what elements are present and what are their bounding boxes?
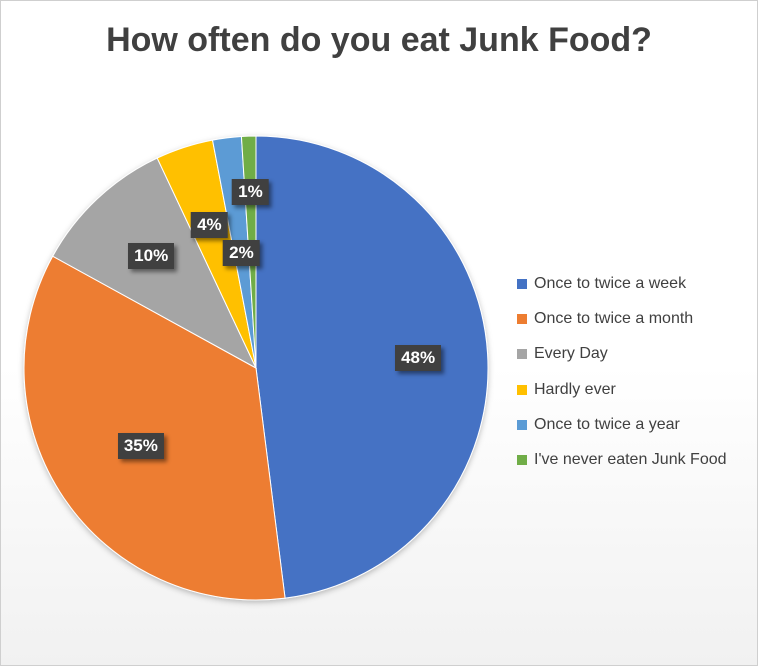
data-label-once-to-twice-a-week: 48% xyxy=(395,344,442,371)
legend-item-hardly-ever: Hardly ever xyxy=(517,372,727,407)
pie-slice-once-to-twice-a-week xyxy=(255,135,489,599)
data-label-once-to-twice-a-month: 35% xyxy=(117,433,164,460)
legend-swatch xyxy=(517,313,527,324)
legend-swatch xyxy=(517,455,527,466)
legend-label: Every Day xyxy=(534,345,608,363)
legend-swatch xyxy=(517,278,527,289)
legend-label: Once to twice a year xyxy=(534,415,680,433)
legend-label: Hardly ever xyxy=(534,380,616,398)
legend-item-once-to-twice-a-week: Once to twice a week xyxy=(517,266,727,301)
legend-label: Once to twice a month xyxy=(534,309,694,327)
legend-item-once-to-twice-a-month: Once to twice a month xyxy=(517,301,727,336)
legend-swatch xyxy=(517,384,527,395)
legend-label: Once to twice a week xyxy=(534,274,687,292)
legend-item-i-ve-never-eaten-junk-food: I've never eaten Junk Food xyxy=(517,442,727,477)
data-label-every-day: 10% xyxy=(128,243,175,270)
legend-label: I've never eaten Junk Food xyxy=(534,451,727,469)
pie-slice-once-to-twice-a-month xyxy=(23,255,286,601)
data-label-once-to-twice-a-year: 2% xyxy=(223,239,260,266)
legend-item-once-to-twice-a-year: Once to twice a year xyxy=(517,407,727,442)
chart-title: How often do you eat Junk Food? xyxy=(106,21,652,59)
legend: Once to twice a week Once to twice a mont… xyxy=(517,266,727,478)
legend-swatch xyxy=(517,349,527,360)
legend-item-every-day: Every Day xyxy=(517,337,727,372)
legend-swatch xyxy=(517,419,527,430)
data-label-hardly-ever: 4% xyxy=(191,211,228,238)
data-label-i-ve-never-eaten-junk-food: 1% xyxy=(232,178,269,205)
